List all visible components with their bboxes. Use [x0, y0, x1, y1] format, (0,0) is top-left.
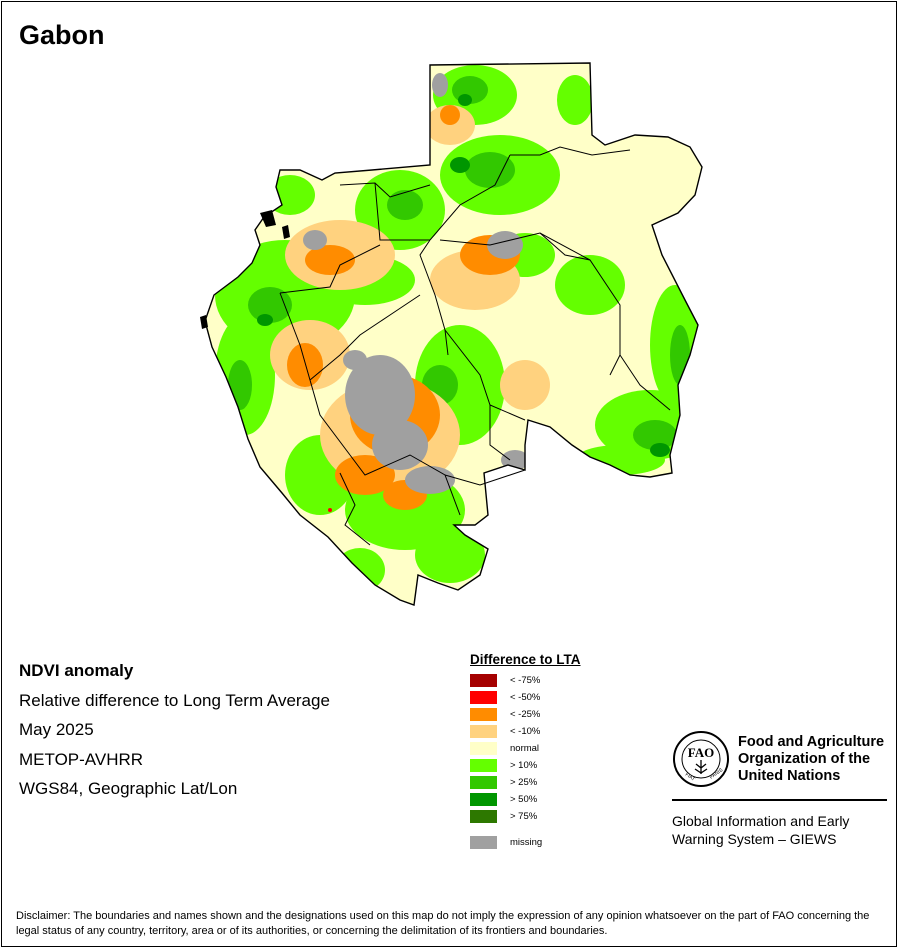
svg-text:FAO: FAO — [688, 745, 714, 760]
fao-branding: FAO FIAT PANIS Food and Agriculture Orga… — [672, 730, 888, 848]
legend-item: normal — [470, 740, 581, 757]
gabon-map-svg — [200, 62, 703, 606]
disclaimer: Disclaimer: The boundaries and names sho… — [16, 910, 870, 937]
legend-swatch — [470, 793, 497, 806]
legend-item: < -75% — [470, 672, 581, 689]
legend-item-missing: missing — [470, 834, 581, 851]
legend-label: < -10% — [510, 726, 541, 737]
legend-item: < -50% — [470, 689, 581, 706]
fao-logo-icon: FAO FIAT PANIS — [673, 731, 729, 787]
legend-item: > 25% — [470, 774, 581, 791]
legend-swatch — [470, 742, 497, 755]
legend-item: < -10% — [470, 723, 581, 740]
legend-label: > 50% — [510, 794, 538, 805]
province-boundaries — [279, 146, 671, 546]
giews-line1: Global Information and Early — [672, 813, 850, 829]
fao-org-line2: Organization of the — [738, 750, 871, 767]
legend-item: > 10% — [470, 757, 581, 774]
legend-swatch — [470, 776, 497, 789]
giews-line2: Warning System – GIEWS — [672, 831, 837, 847]
info-sensor: METOP-AVHRR — [19, 749, 144, 769]
giews-name: Global Information and Early Warning Sys… — [672, 812, 888, 848]
coastal-islands — [200, 210, 290, 329]
legend-label: > 75% — [510, 811, 538, 822]
anomaly-layer — [215, 65, 702, 592]
legend-label: < -25% — [510, 709, 541, 720]
fao-org-line3: United Nations — [738, 767, 841, 784]
legend-label: < -50% — [510, 692, 541, 703]
fao-divider — [672, 799, 887, 801]
map-title: Gabon — [19, 20, 105, 50]
legend-swatch — [470, 725, 497, 738]
legend-swatch — [470, 691, 497, 704]
legend-item: > 75% — [470, 808, 581, 825]
svg-text:FIAT: FIAT — [684, 772, 696, 783]
info-heading: NDVI anomaly — [19, 661, 134, 680]
legend-label: normal — [510, 743, 540, 754]
legend-title: Difference to LTA — [470, 652, 581, 667]
svg-text:PANIS: PANIS — [709, 767, 725, 781]
map-info: NDVI anomaly Relative difference to Long… — [19, 656, 330, 804]
legend-label: missing — [510, 837, 543, 848]
legend-item: < -25% — [470, 706, 581, 723]
legend-swatch — [470, 810, 497, 823]
legend-item: > 50% — [470, 791, 581, 808]
fao-org-line1: Food and Agriculture — [738, 733, 885, 750]
info-date: May 2025 — [19, 720, 94, 739]
legend-swatch — [470, 759, 497, 772]
legend-swatch — [470, 708, 497, 721]
legend-swatch — [470, 674, 497, 687]
legend-label: > 25% — [510, 777, 538, 788]
ndvi-map — [190, 55, 710, 615]
legend-label: > 10% — [510, 760, 538, 771]
info-projection: WGS84, Geographic Lat/Lon — [19, 779, 238, 798]
legend-items: < -75% < -50% < -25% < -10% normal > 10% > 25%… — [470, 672, 581, 825]
info-subtitle: Relative difference to Long Term Average — [19, 690, 330, 710]
fao-org-name: Food and Agriculture Organization of the… — [738, 734, 884, 785]
legend-swatch — [470, 836, 497, 849]
legend-label: < -75% — [510, 675, 541, 686]
legend: Difference to LTA < -75% < -50% < -25% < -1… — [470, 652, 581, 851]
